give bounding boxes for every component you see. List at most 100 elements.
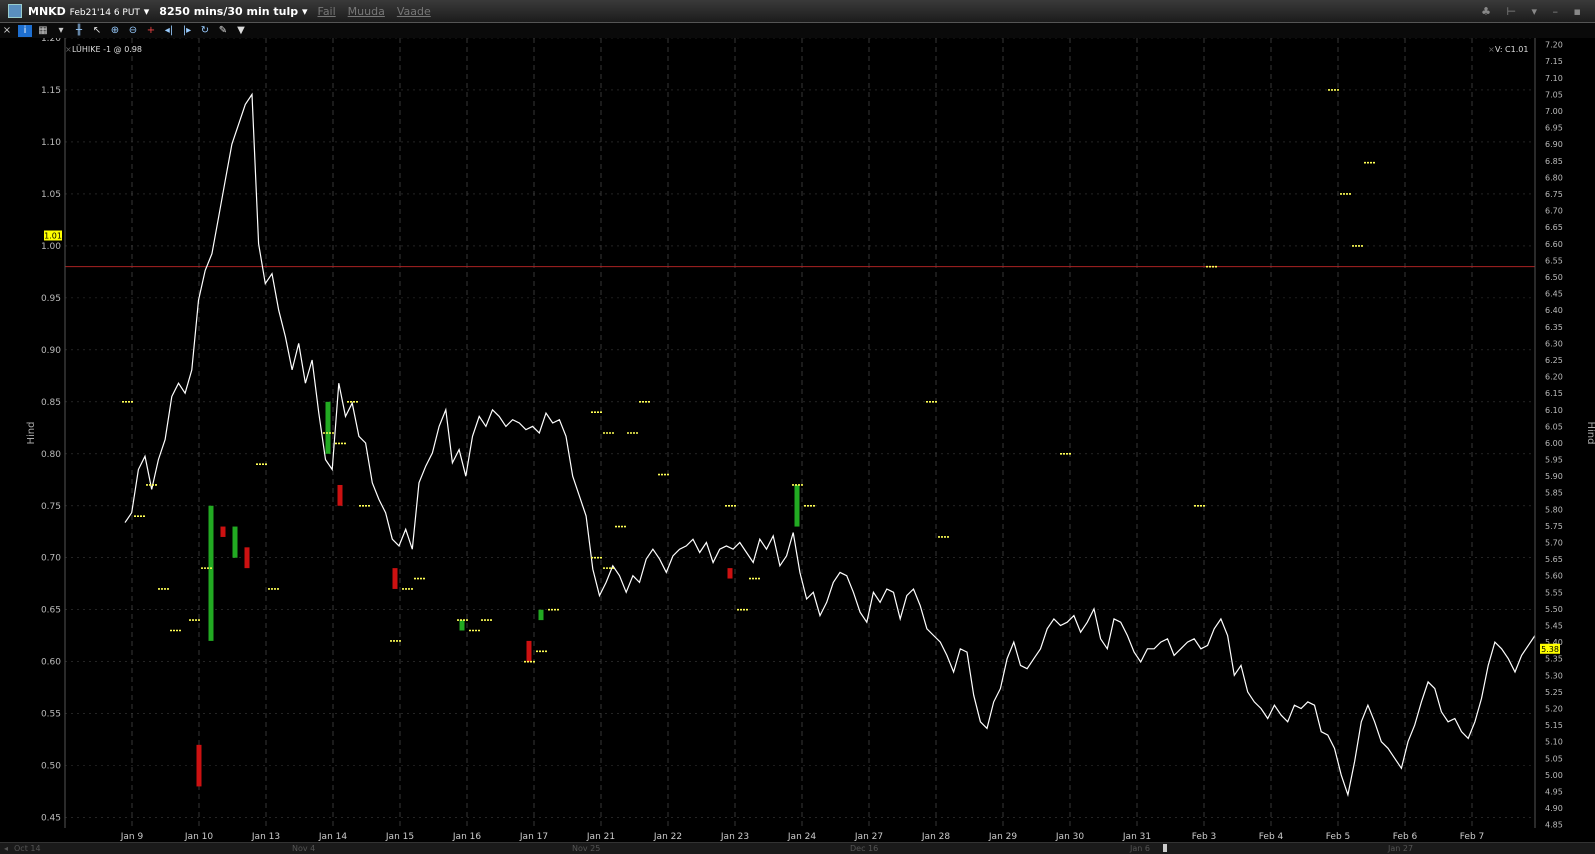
x-tick: Jan 16 — [452, 832, 481, 842]
bottom-label: Oct 14 — [14, 844, 41, 853]
x-tick: Feb 5 — [1326, 832, 1351, 842]
period-selector[interactable]: 8250 mins/30 min tulp ▾ — [159, 4, 308, 18]
y-tick-left: 0.50 — [41, 762, 61, 772]
candle-down — [337, 484, 343, 506]
candle-up — [232, 526, 238, 558]
x-tick: Jan 28 — [921, 832, 950, 842]
candle-up — [794, 484, 800, 527]
close-icon[interactable]: × — [2, 24, 12, 36]
time-scrollbar[interactable]: ◂ Oct 14 Nov 4 Nov 25 Dec 16 Jan 6 Jan 2… — [0, 842, 1595, 854]
y-tick-right: 4.95 — [1545, 787, 1563, 796]
y-tick-right: 5.90 — [1545, 472, 1563, 481]
y-tick-right: 6.15 — [1545, 389, 1563, 398]
price-series-line — [124, 92, 1536, 798]
cursor-icon[interactable]: ↖ — [92, 24, 102, 36]
y-tick-right: 5.25 — [1545, 688, 1563, 697]
symbol-selector[interactable]: MNKD Feb21'14 6 PUT ▾ — [28, 4, 150, 18]
wrench-icon[interactable]: ✎ — [218, 24, 228, 36]
pan-right-icon[interactable]: |▸ — [182, 24, 192, 36]
candle-up — [325, 401, 331, 454]
y-tick-right: 6.90 — [1545, 140, 1563, 149]
last-price-right: 5.38 — [1541, 645, 1559, 654]
y-tick-right: 5.40 — [1545, 638, 1563, 647]
menu-muuda[interactable]: Muuda — [347, 4, 385, 18]
x-tick: Jan 21 — [586, 832, 615, 842]
zoom-out-icon[interactable]: ⊖ — [128, 24, 138, 36]
y-tick-right: 7.10 — [1545, 74, 1563, 83]
bar-icon[interactable]: ╫ — [75, 24, 83, 36]
x-tick: Feb 7 — [1460, 832, 1485, 842]
y-tick-right: 7.05 — [1545, 90, 1563, 99]
legend: × LÜHIKE -1 @ 0.98 × V: C1.01 1.01 5.38 — [44, 44, 1560, 654]
candle-up — [538, 609, 544, 621]
x-tick: Feb 6 — [1393, 832, 1418, 842]
chart-toolbar: × i ▦ ▾ ╫ ↖ ⊕ ⊖ + ◂| |▸ ↻ ✎ ▼ — [0, 23, 1595, 38]
y-tick-right: 5.10 — [1545, 738, 1563, 747]
y-tick-left: 1.00 — [41, 242, 61, 252]
y-tick-right: 6.75 — [1545, 190, 1563, 199]
y-tick-right: 7.15 — [1545, 57, 1563, 66]
y-tick-right: 5.20 — [1545, 705, 1563, 714]
y-tick-left: 0.85 — [41, 398, 61, 408]
price-chart[interactable]: 1.20 1.15 1.10 1.05 1.00 0.95 0.90 0.85 0.80 0.75… — [0, 38, 1595, 842]
more-icon[interactable]: ▼ — [237, 24, 245, 36]
y-tick-left: 1.20 — [41, 38, 61, 44]
menu-fail[interactable]: Fail — [317, 4, 336, 18]
y-tick-right: 6.35 — [1545, 323, 1563, 332]
y-tick-right: 5.70 — [1545, 539, 1563, 548]
crosshair-icon[interactable]: + — [146, 24, 156, 36]
refresh-icon[interactable]: ↻ — [200, 24, 210, 36]
y-tick-right: 6.85 — [1545, 157, 1563, 166]
bottom-label: Nov 25 — [572, 844, 601, 853]
y-tick-right: 6.50 — [1545, 273, 1563, 282]
bottom-label: Nov 4 — [292, 844, 316, 853]
y-tick-right: 5.80 — [1545, 505, 1563, 514]
volume-close-icon[interactable]: × — [1488, 45, 1495, 54]
x-tick: Jan 15 — [385, 832, 414, 842]
y-tick-left: 0.65 — [41, 606, 61, 616]
y-axis-label-right: Hind — [1585, 422, 1595, 445]
window-controls[interactable]: ♣ ⊢ ▾ – ▪ — [1481, 4, 1587, 18]
scroll-left-icon[interactable]: ◂ — [4, 844, 9, 853]
legend-close-icon[interactable]: × — [65, 45, 72, 54]
y-tick-right: 6.65 — [1545, 223, 1563, 232]
period-label: 8250 mins/30 min tulp — [159, 4, 299, 18]
x-tick: Feb 3 — [1192, 832, 1217, 842]
dropdown-icon[interactable]: ▾ — [58, 24, 64, 36]
info-icon[interactable]: i — [18, 24, 32, 37]
position-label: LÜHIKE -1 @ 0.98 — [72, 44, 142, 54]
bottom-label: Dec 16 — [850, 844, 879, 853]
bottom-label: Jan 6 — [1130, 844, 1150, 853]
layout-icon[interactable]: ▦ — [38, 24, 48, 36]
candle-up — [208, 505, 214, 641]
y-tick-right: 6.70 — [1545, 207, 1563, 216]
x-tick: Jan 9 — [120, 832, 144, 842]
y-tick-right: 6.00 — [1545, 439, 1563, 448]
y-tick-right: 6.60 — [1545, 240, 1563, 249]
y-tick-right: 7.00 — [1545, 107, 1563, 116]
y-tick-left: 0.70 — [41, 554, 61, 564]
y-tick-right: 5.35 — [1545, 655, 1563, 664]
y-tick-right: 7.20 — [1545, 41, 1563, 50]
candle-down — [392, 568, 398, 589]
y-tick-right: 5.55 — [1545, 588, 1563, 597]
candle-up — [459, 620, 465, 631]
x-tick: Jan 23 — [720, 832, 749, 842]
scroll-thumb[interactable] — [1163, 844, 1167, 852]
menu-vaade[interactable]: Vaade — [396, 4, 431, 18]
volume-label: V: C1.01 — [1495, 45, 1528, 54]
zoom-in-icon[interactable]: ⊕ — [110, 24, 120, 36]
pan-left-icon[interactable]: ◂| — [164, 24, 174, 36]
y-tick-right: 6.80 — [1545, 173, 1563, 182]
y-tick-right: 4.90 — [1545, 804, 1563, 813]
candle-down — [727, 568, 733, 579]
x-tick: Jan 22 — [653, 832, 682, 842]
y-tick-left: 1.10 — [41, 138, 61, 148]
last-price-tag-left — [44, 230, 62, 241]
x-tick: Feb 4 — [1259, 832, 1284, 842]
y-tick-left: 0.60 — [41, 658, 61, 668]
y-tick-left: 0.95 — [41, 294, 61, 304]
x-tick: Jan 29 — [988, 832, 1017, 842]
candle-down — [196, 744, 202, 787]
x-tick: Jan 13 — [251, 832, 280, 842]
